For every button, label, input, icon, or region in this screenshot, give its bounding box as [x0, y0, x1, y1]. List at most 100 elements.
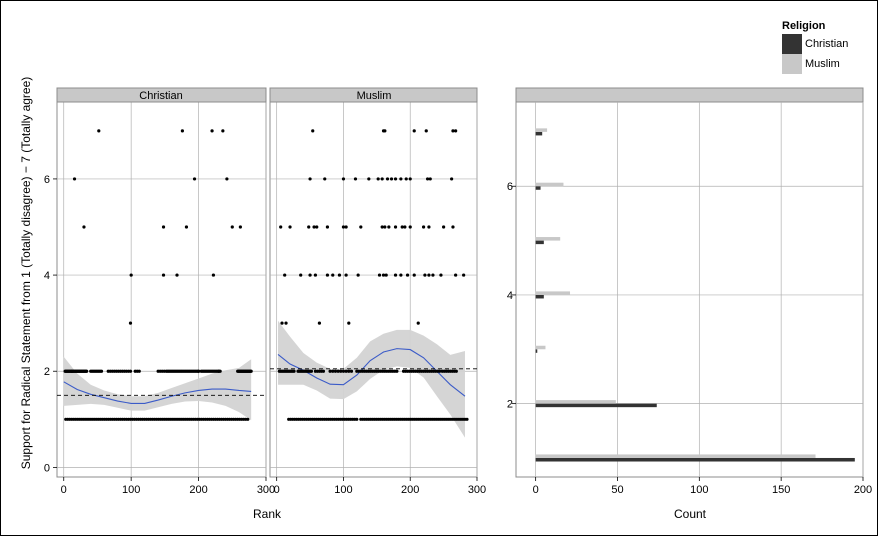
legend-title: Religion: [782, 20, 826, 32]
data-point: [339, 369, 343, 373]
data-point: [347, 321, 351, 325]
data-point: [451, 129, 455, 133]
data-point: [408, 177, 412, 181]
data-point: [377, 273, 382, 277]
y-axis-ticks-left: 0 2 4 6: [44, 174, 57, 474]
data-point: [211, 273, 216, 277]
data-point: [225, 177, 229, 181]
data-point: [180, 129, 184, 133]
facet-panel-christian: [56, 101, 267, 478]
bar-panel-background: [515, 101, 864, 478]
x-tick-label: 0: [533, 484, 539, 496]
bar-muslim: [535, 400, 616, 404]
data-point: [308, 177, 312, 181]
data-point: [315, 225, 319, 229]
x-axis-title-count: Count: [674, 507, 707, 521]
bar-muslim: [535, 182, 564, 187]
data-point: [280, 321, 284, 325]
data-point: [196, 369, 201, 373]
x-tick-label: 200: [401, 484, 419, 496]
x-tick-label: 300: [468, 484, 486, 496]
data-point: [321, 369, 326, 373]
data-point: [221, 129, 225, 133]
data-point: [288, 225, 292, 229]
data-point: [400, 225, 404, 229]
data-point: [380, 177, 384, 181]
data-point: [72, 177, 77, 181]
data-point: [355, 417, 359, 421]
data-point: [384, 273, 388, 277]
strip-christian: [56, 87, 267, 103]
data-point: [465, 417, 469, 421]
data-point: [161, 225, 166, 229]
data-point: [344, 225, 348, 229]
data-point: [454, 273, 458, 277]
y-tick-label: 2: [44, 366, 50, 378]
data-point: [376, 177, 380, 181]
x-tick-label: 100: [690, 484, 708, 496]
bar-panel: [515, 101, 864, 478]
x-tick-label: 200: [189, 484, 207, 496]
y-tick-label: 6: [44, 174, 50, 186]
data-point: [328, 369, 332, 373]
x-tick-label: 50: [611, 484, 623, 496]
data-point: [137, 369, 141, 373]
bar-christian: [535, 403, 657, 408]
x-tick-label: 300: [257, 484, 275, 496]
legend-swatch-muslim: [782, 54, 802, 74]
data-point: [284, 321, 288, 325]
data-point: [97, 129, 101, 133]
data-point: [381, 273, 386, 277]
data-point: [393, 177, 398, 181]
facet-panel-muslim: [269, 101, 478, 478]
data-point: [427, 273, 431, 277]
legend: Religion Christian Muslim: [782, 20, 848, 74]
strip-label-muslim: Muslim: [357, 90, 392, 102]
data-point: [385, 177, 390, 181]
data-point: [325, 225, 330, 229]
data-point: [309, 369, 313, 373]
data-point: [399, 273, 403, 277]
data-point: [283, 273, 287, 277]
data-point: [427, 225, 431, 229]
data-point: [129, 273, 133, 277]
data-point: [403, 225, 407, 229]
confidence-band: [63, 356, 252, 421]
data-point: [312, 225, 316, 229]
confidence-band: [278, 320, 465, 438]
y-tick-label: 4: [44, 270, 50, 282]
data-point: [393, 225, 398, 229]
data-point: [325, 273, 330, 277]
bar-muslim: [535, 128, 548, 132]
data-point: [82, 225, 86, 229]
data-point: [393, 273, 398, 277]
smooth-line: [277, 348, 466, 397]
data-point: [423, 273, 427, 277]
bar-christian: [535, 457, 855, 462]
y-axis-title: Support for Radical Statement from 1 (To…: [19, 77, 33, 470]
data-point: [292, 369, 296, 373]
data-point: [249, 369, 253, 373]
data-point: [359, 225, 363, 229]
data-point: [313, 273, 318, 277]
data-point: [451, 225, 455, 229]
bar-christian: [535, 240, 544, 245]
data-point: [399, 177, 403, 181]
data-point: [161, 273, 166, 277]
data-point: [421, 225, 426, 229]
data-point: [353, 177, 358, 181]
x-axis-title-rank: Rank: [253, 507, 282, 521]
data-point: [238, 225, 242, 229]
strip-muslim: [269, 87, 478, 103]
bar-christian: [535, 131, 543, 136]
data-point: [99, 369, 104, 373]
data-point: [333, 369, 338, 373]
data-point: [192, 177, 197, 181]
legend-label-christian: Christian: [805, 38, 848, 50]
data-point: [128, 369, 133, 373]
data-point: [412, 273, 416, 277]
panel-background: [56, 101, 267, 478]
data-point: [230, 225, 234, 229]
data-point: [279, 225, 283, 229]
